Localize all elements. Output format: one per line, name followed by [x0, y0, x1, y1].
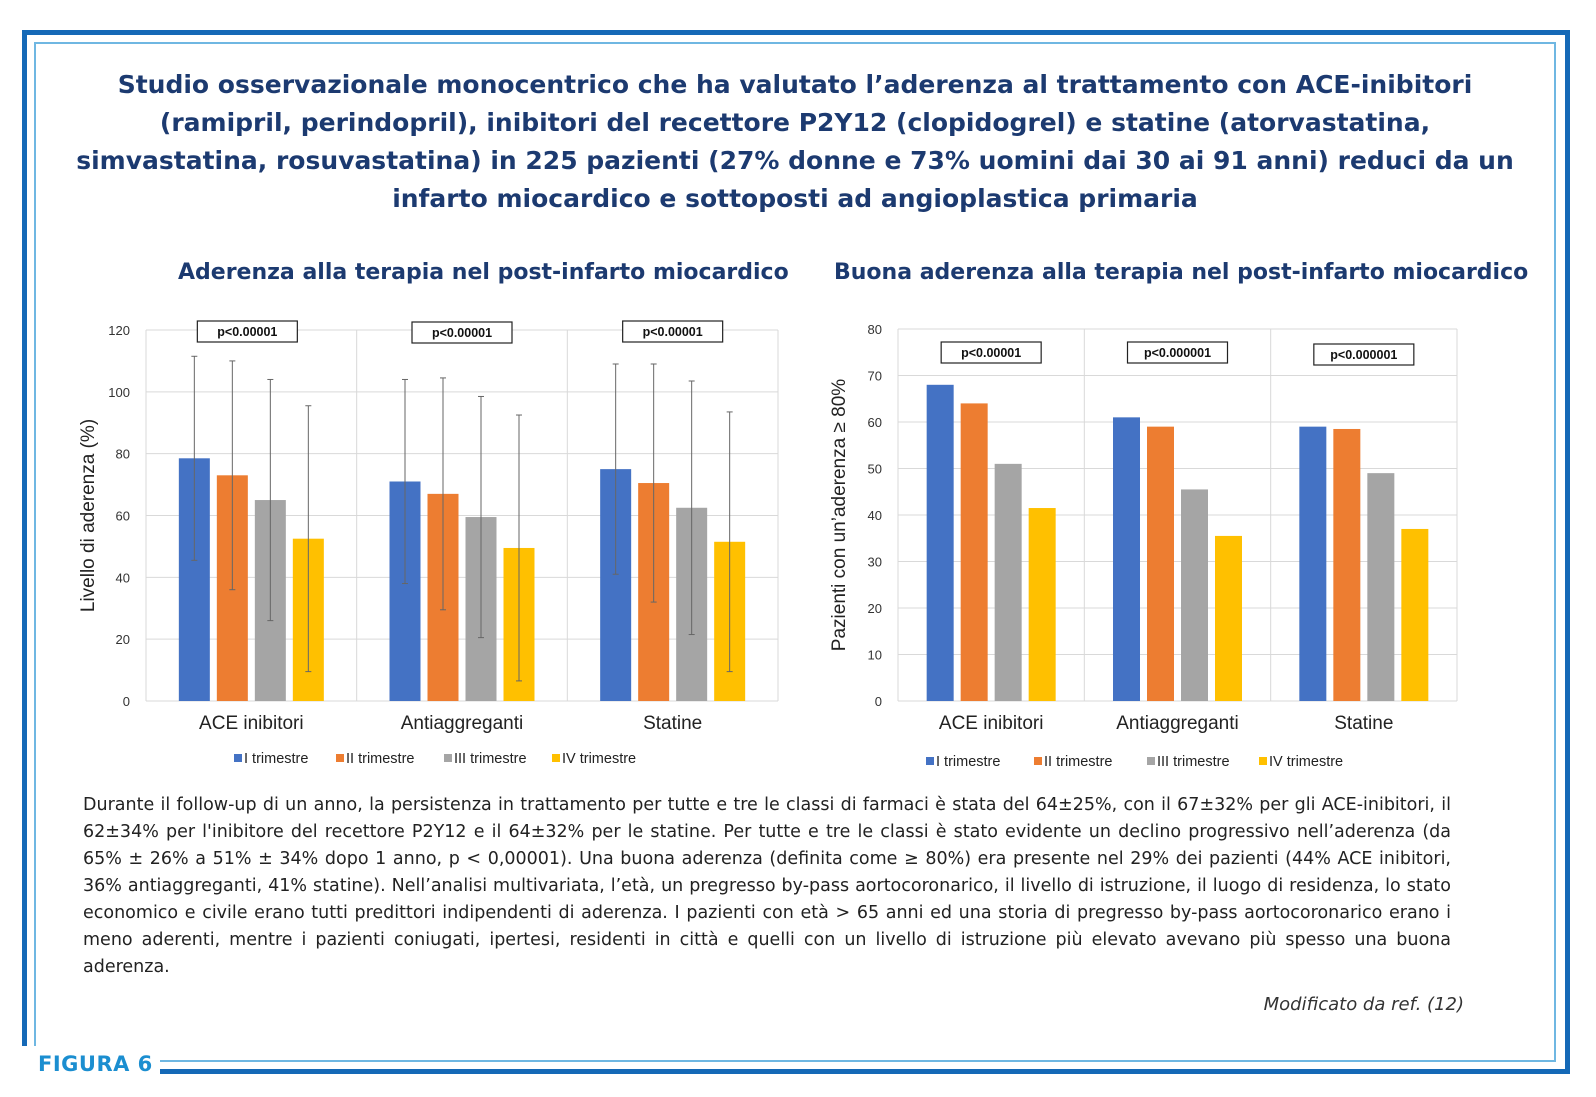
- chart-title-left: Aderenza alla terapia nel post-infarto m…: [178, 260, 789, 285]
- y-tick-label: 80: [116, 447, 130, 462]
- y-tick-label: 80: [868, 322, 882, 337]
- legend-label: II trimestre: [346, 751, 414, 767]
- legend-swatch: [1259, 757, 1267, 765]
- description-text: Durante il follow-up di un anno, la pers…: [83, 795, 1451, 977]
- y-tick-label: 40: [868, 508, 882, 523]
- y-tick-label: 40: [116, 570, 130, 585]
- p-value-label: p<0.00001: [432, 326, 492, 340]
- figure-label: FIGURA 6: [38, 1052, 153, 1076]
- chart-title-right: Buona aderenza alla terapia nel post-inf…: [834, 260, 1529, 285]
- y-tick-label: 30: [868, 555, 882, 570]
- bar: [994, 463, 1022, 701]
- x-tick-label: Antiaggreganti: [1116, 713, 1239, 734]
- y-axis-label: Pazienti con un’aderenza ≥ 80%: [829, 379, 850, 651]
- p-value-label: p<0.00001: [217, 325, 277, 339]
- bar: [1401, 528, 1429, 701]
- legend-label: I trimestre: [244, 751, 308, 767]
- bar: [926, 384, 954, 701]
- y-tick-label: 20: [868, 601, 882, 616]
- legend-swatch: [444, 754, 452, 762]
- bar: [1215, 535, 1242, 701]
- legend-swatch: [336, 754, 344, 762]
- y-tick-label: 60: [868, 415, 882, 430]
- p-value-label: p<0.000001: [1144, 346, 1211, 360]
- bar: [1367, 473, 1395, 701]
- y-tick-label: 10: [868, 648, 882, 663]
- p-value-box: [196, 320, 298, 343]
- bar: [1299, 426, 1327, 701]
- legend-label: IV trimestre: [562, 751, 636, 767]
- legend-label: I trimestre: [936, 754, 1000, 770]
- x-tick-label: ACE inibitori: [939, 713, 1044, 734]
- bar: [1333, 428, 1361, 701]
- p-value-box: [940, 341, 1042, 364]
- legend-swatch: [234, 754, 242, 762]
- legend-label: IV trimestre: [1269, 754, 1343, 770]
- frame-gap: [10, 1046, 160, 1086]
- legend-label: III trimestre: [1157, 754, 1230, 770]
- p-value-label: p<0.00001: [961, 346, 1021, 360]
- legend-swatch: [926, 757, 934, 765]
- y-tick-label: 60: [116, 509, 130, 524]
- legend-swatch: [1147, 757, 1155, 765]
- bar: [960, 403, 988, 701]
- p-value-box: [411, 321, 513, 344]
- y-tick-label: 0: [875, 694, 882, 709]
- legend-swatch: [552, 754, 560, 762]
- p-value-label: p<0.000001: [1330, 348, 1397, 362]
- y-tick-label: 100: [108, 385, 130, 400]
- p-value-box: [1313, 343, 1415, 366]
- x-tick-label: Antiaggreganti: [401, 713, 524, 734]
- y-tick-label: 20: [116, 632, 130, 647]
- legend-label: II trimestre: [1044, 754, 1112, 770]
- legend-swatch: [1034, 757, 1042, 765]
- y-tick-label: 120: [108, 323, 130, 338]
- y-tick-label: 50: [868, 462, 882, 477]
- page-title: Studio osservazionale monocentrico che h…: [76, 70, 1514, 213]
- bar: [1181, 489, 1208, 701]
- x-tick-label: Statine: [1334, 713, 1393, 734]
- x-tick-label: ACE inibitori: [199, 713, 304, 734]
- outer-frame: [22, 30, 1570, 1074]
- bar: [1147, 426, 1174, 701]
- x-tick-label: Statine: [643, 713, 702, 734]
- bar: [1028, 508, 1056, 701]
- legend-label: III trimestre: [454, 751, 527, 767]
- y-tick-label: 0: [123, 694, 130, 709]
- y-tick-label: 70: [868, 369, 882, 384]
- source-note: Modificato da ref. (12): [1263, 994, 1464, 1015]
- inner-frame: [34, 42, 1556, 1062]
- good-adherence-chart: 0 10 20 30 40 50 60 70 80 Pazienti con un’aderenz…: [829, 322, 1458, 770]
- p-value-label: p<0.00001: [643, 325, 703, 339]
- bar: [1113, 417, 1140, 701]
- p-value-box: [1126, 341, 1229, 364]
- y-axis-label: Livello di aderenza (%): [78, 419, 99, 612]
- p-value-box: [622, 320, 724, 343]
- adherence-chart: 0 20 40 60 80 100 120 Livello di aderenza (%) AC…: [78, 320, 779, 767]
